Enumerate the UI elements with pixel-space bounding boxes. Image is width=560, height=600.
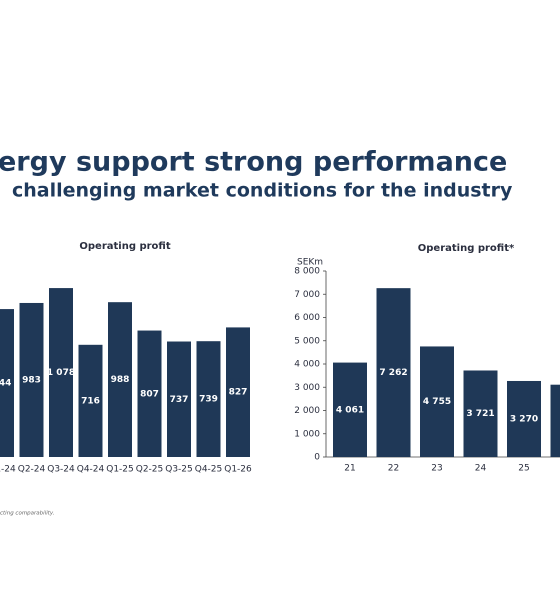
- value-label: 4 755: [423, 397, 451, 407]
- x-tick-label: Q1-25: [106, 465, 134, 475]
- value-label: 716: [81, 396, 100, 406]
- bar: [550, 384, 560, 457]
- value-label: 983: [22, 375, 41, 385]
- y-tick-label: 5 000: [294, 336, 320, 346]
- x-tick-label: Q4-25: [195, 465, 223, 475]
- value-label: 3 721: [466, 409, 494, 419]
- value-label: 944: [0, 379, 11, 389]
- bar: [78, 344, 103, 457]
- x-tick-label: 25: [518, 464, 529, 474]
- y-tick-label: 0: [314, 453, 320, 463]
- chart-title: Operating profit*: [418, 243, 515, 254]
- bar: [463, 370, 498, 457]
- y-tick-label: 6 000: [294, 313, 320, 323]
- value-label: 3 270: [510, 414, 538, 424]
- value-label: 737: [170, 395, 189, 405]
- chart-title: Operating profit: [79, 241, 170, 252]
- y-tick-label: 3 000: [294, 383, 320, 393]
- y-tick-label: 2 000: [294, 406, 320, 416]
- value-label: 827: [229, 388, 248, 398]
- bar: [49, 288, 73, 457]
- x-tick-label: Q2-24: [18, 465, 46, 475]
- y-tick-label: 4 000: [294, 360, 320, 370]
- bar: [226, 327, 250, 457]
- x-tick-label: Q3-25: [165, 465, 193, 475]
- bar: [196, 341, 221, 457]
- value-label: 1 078: [47, 368, 75, 378]
- value-label: 7 262: [379, 368, 407, 378]
- axis-label: SEKm: [297, 258, 323, 268]
- x-tick-label: Q2-25: [136, 465, 164, 475]
- slide-title: ergy support strong performance: [0, 147, 507, 178]
- value-label: 739: [199, 395, 218, 405]
- x-tick-label: Q1-26: [224, 465, 252, 475]
- y-tick-label: 8 000: [294, 267, 320, 277]
- bar: [19, 302, 44, 457]
- bar: [420, 346, 454, 457]
- x-tick-label: 24: [475, 464, 487, 474]
- x-tick-label: Q1-24: [0, 465, 16, 475]
- value-label: 4 061: [336, 405, 364, 415]
- x-tick-label: 21: [344, 464, 355, 474]
- bar: [108, 302, 132, 457]
- footnote: cting comparability.: [0, 511, 55, 517]
- bar: [0, 309, 14, 457]
- bar: [333, 362, 367, 457]
- value-label: 988: [111, 375, 130, 385]
- value-label: 807: [140, 389, 159, 399]
- bar: [167, 341, 191, 457]
- x-tick-label: Q4-24: [77, 465, 105, 475]
- slide-subtitle: challenging market conditions for the in…: [12, 180, 513, 202]
- x-tick-label: Q3-24: [47, 465, 75, 475]
- bar: [376, 288, 411, 457]
- x-tick-label: 23: [431, 464, 442, 474]
- y-tick-label: 7 000: [294, 290, 320, 300]
- x-tick-label: 22: [388, 464, 399, 474]
- bar: [137, 330, 162, 457]
- y-tick-label: 1 000: [294, 429, 320, 439]
- bar: [507, 380, 541, 457]
